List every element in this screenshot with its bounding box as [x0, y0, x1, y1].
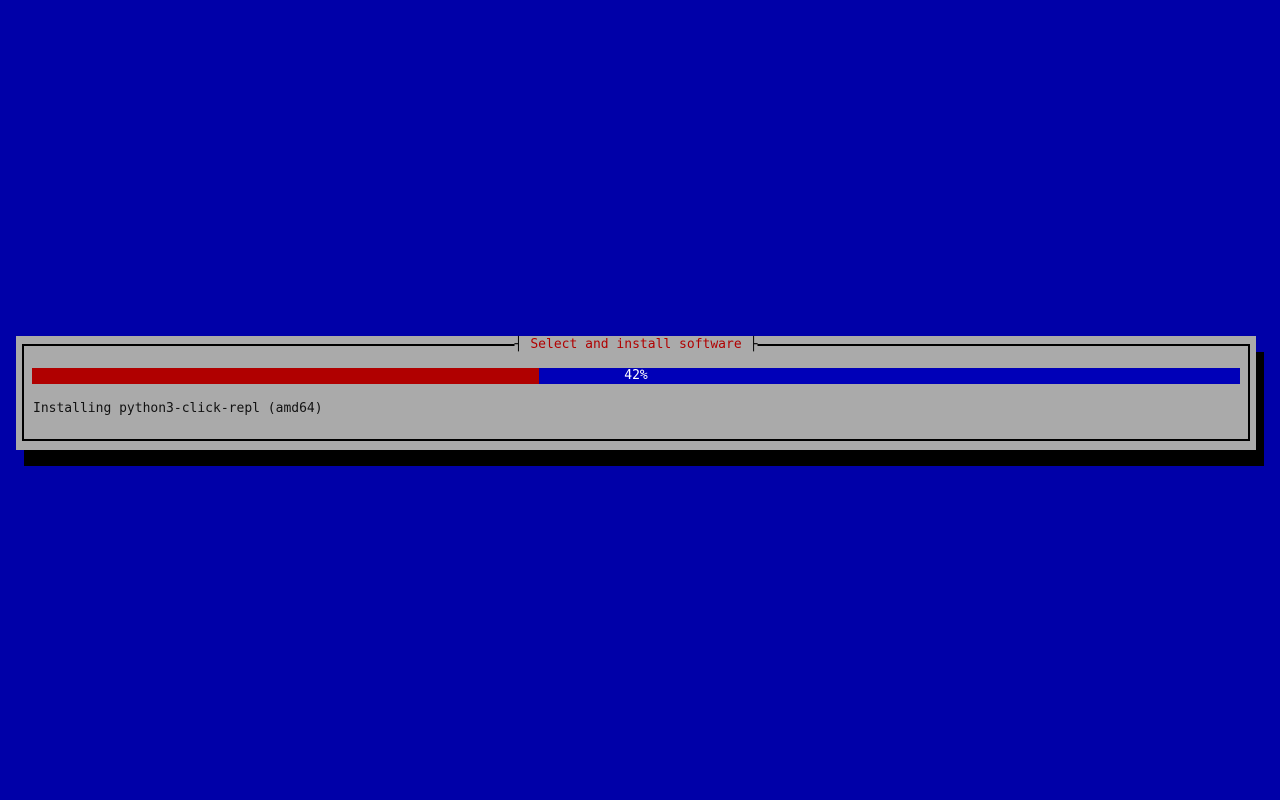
title-right-tick: ├ [749, 337, 758, 352]
install-progress-dialog: ┤ Select and install software ├ 42% Instal… [16, 336, 1256, 450]
dialog-border [22, 344, 1250, 441]
install-progress-bar: 42% [32, 368, 1240, 384]
dialog-title-text: Select and install software [530, 337, 742, 352]
dialog-title: ┤ Select and install software ├ [514, 337, 758, 353]
title-left-tick: ┤ [514, 337, 523, 352]
install-status-text: Installing python3-click-repl (amd64) [33, 401, 323, 416]
progress-percent-label: 42% [624, 368, 648, 383]
progress-bar-fill [32, 368, 540, 384]
